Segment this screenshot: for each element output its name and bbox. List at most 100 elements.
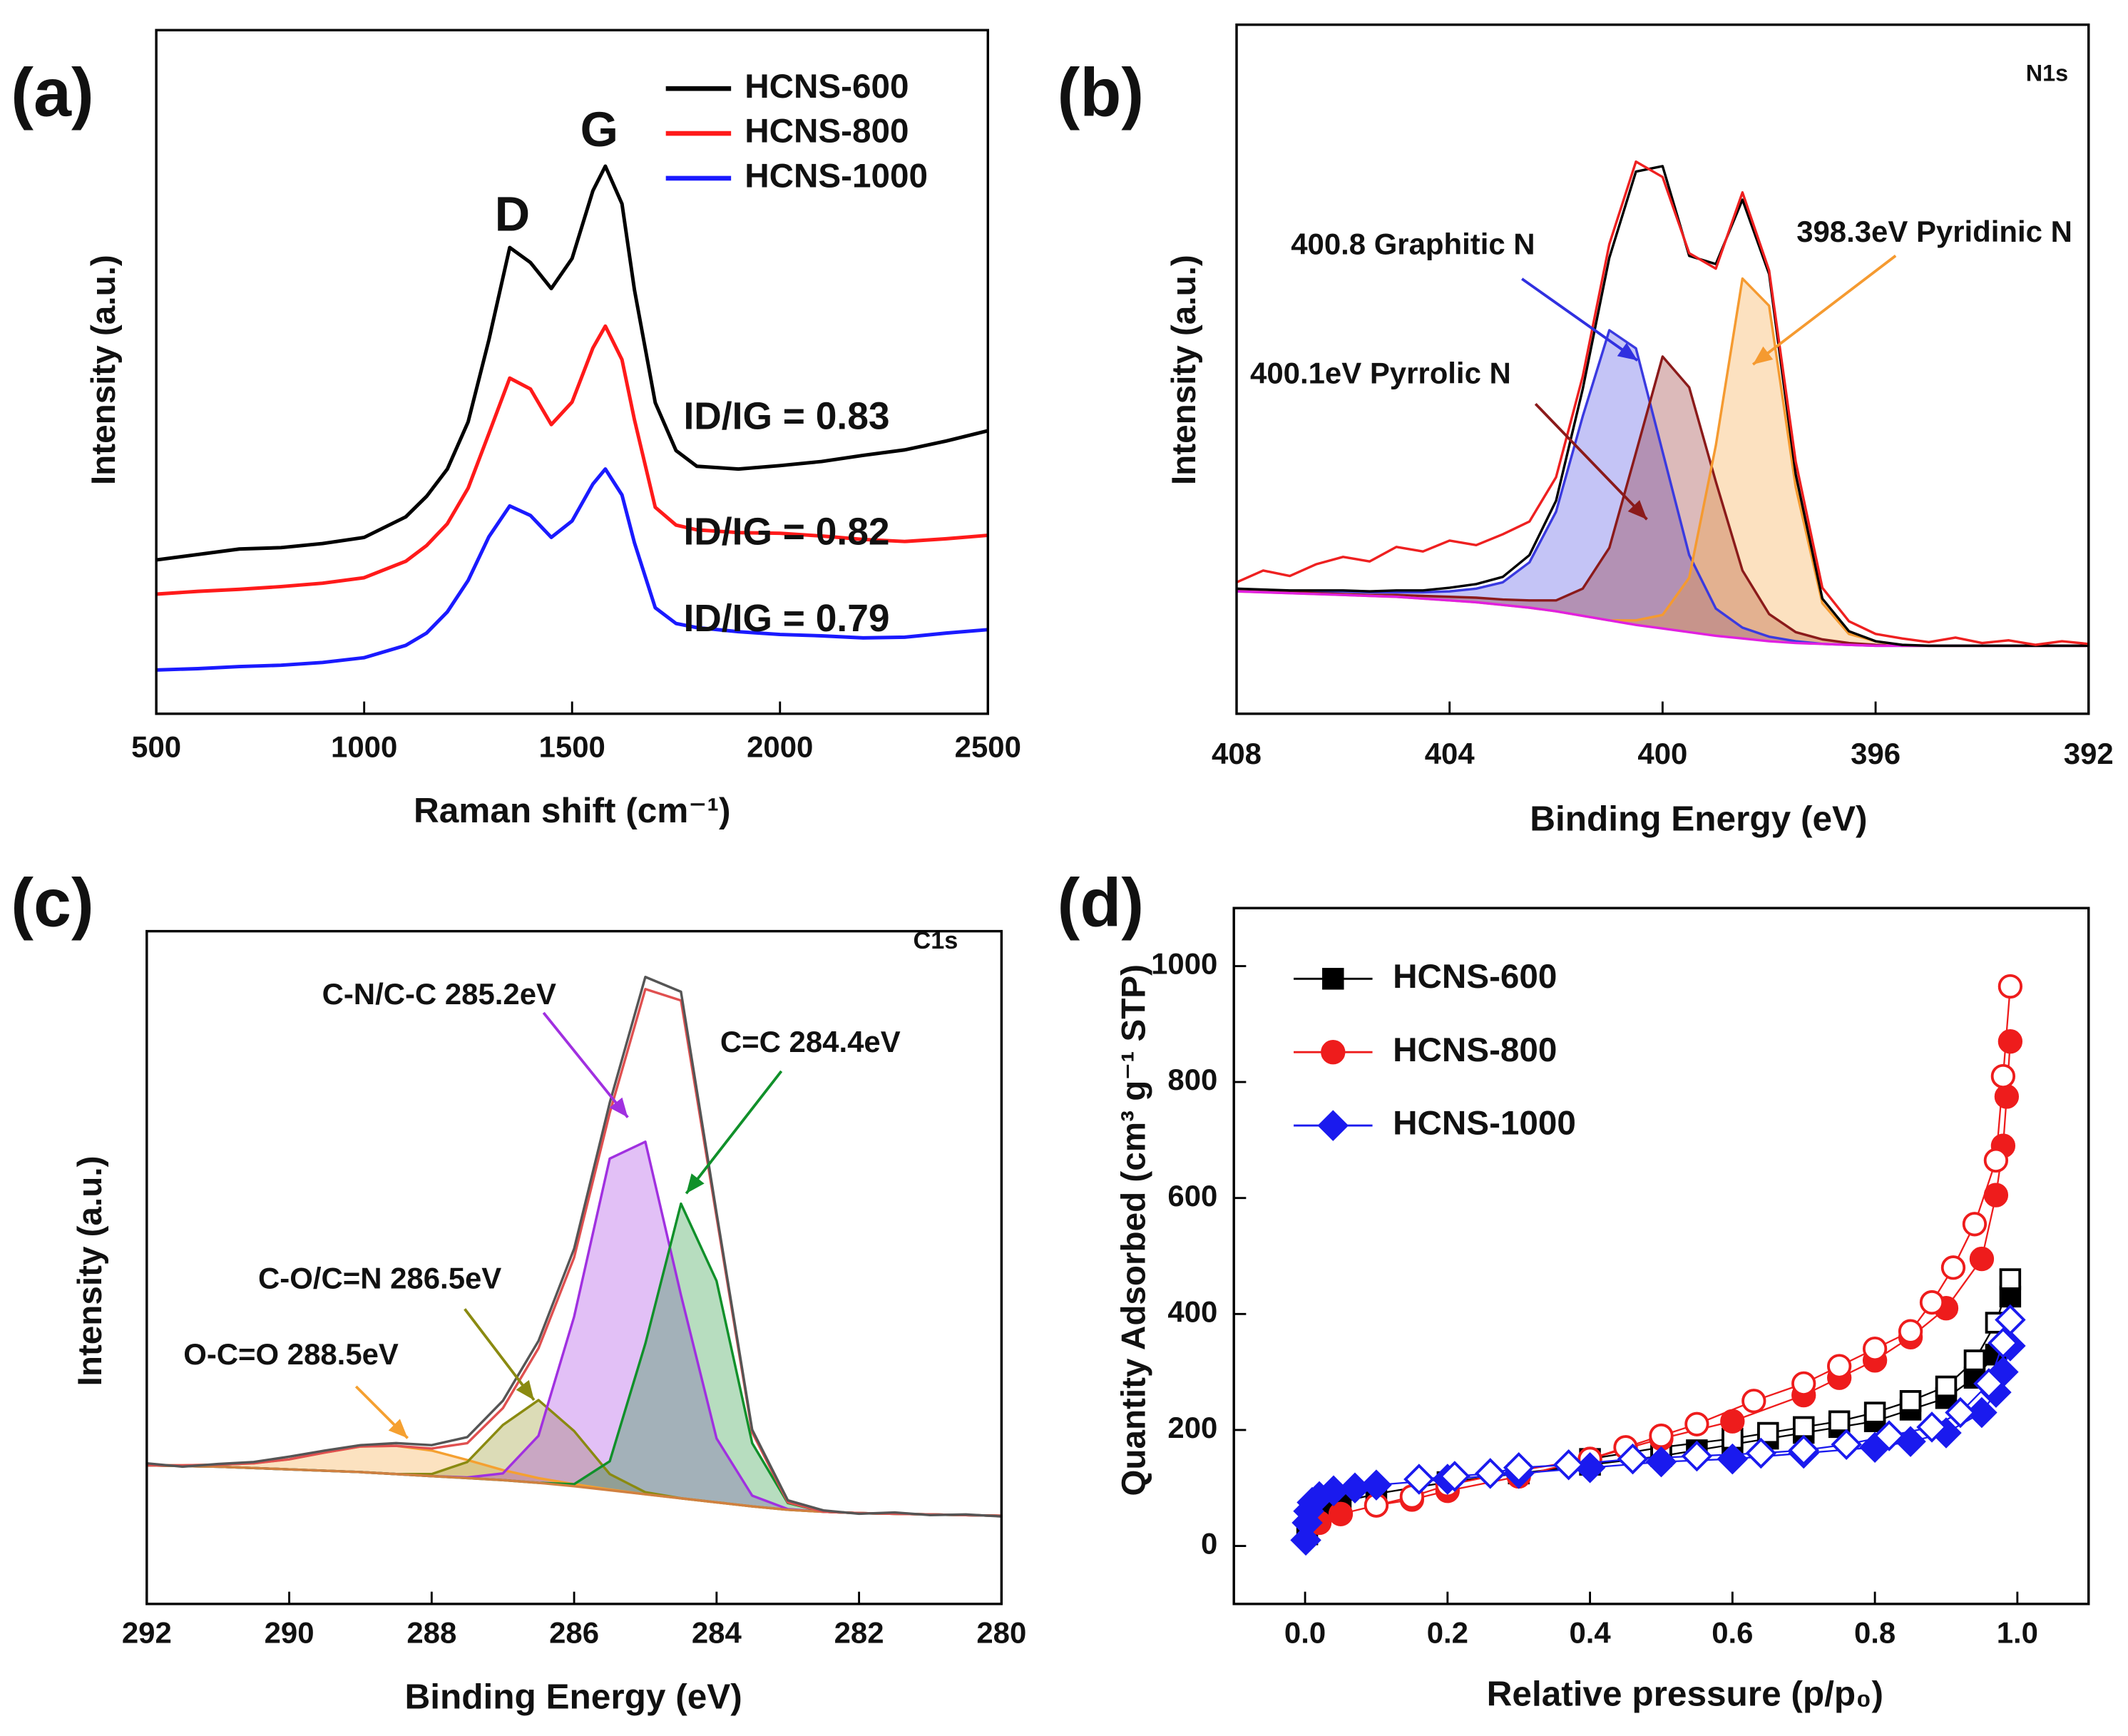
marker-circle <box>1328 1501 1354 1526</box>
peak-area <box>146 1400 1002 1517</box>
annotation: C-O/C=N 286.5eV <box>258 1261 501 1295</box>
marker-diamond <box>1945 1397 1976 1429</box>
marker-diamond <box>1475 1458 1506 1489</box>
marker-diamond <box>1788 1434 1819 1466</box>
annotation: N1s <box>2026 61 2068 86</box>
peak-area <box>146 1141 1002 1517</box>
peak-area <box>1236 356 2089 646</box>
marker-circle <box>1962 1212 1988 1237</box>
x-tick-label: 282 <box>834 1616 884 1650</box>
annotation: 398.3eV Pyridinic N <box>1796 215 2072 248</box>
x-tick-label: 0.0 <box>1284 1616 1326 1650</box>
legend-label: HCNS-1000 <box>1393 1105 1576 1143</box>
marker-circle <box>1791 1371 1816 1397</box>
y-tick-label: 0 <box>1201 1527 1217 1561</box>
panel-label: (c) <box>11 865 93 941</box>
annotation: C-N/C-C 285.2eV <box>322 977 556 1011</box>
series-line <box>156 467 988 672</box>
arrow-head <box>516 1379 534 1400</box>
marker-square <box>1322 968 1344 990</box>
marker-diamond <box>1317 1110 1349 1141</box>
marker-circle <box>1720 1409 1745 1434</box>
marker-square <box>1828 1410 1851 1432</box>
annotation: G <box>580 102 618 157</box>
series-line <box>1236 160 2089 646</box>
y-axis-title: Quantity Adsorbed (cm³ g⁻¹ STP) <box>1115 964 1153 1496</box>
x-axis-title: Relative pressure (p/p₀) <box>1487 1674 1883 1713</box>
series-line <box>155 164 988 562</box>
plot-frame <box>145 929 1003 1605</box>
x-tick-label: 2000 <box>747 730 813 763</box>
x-tick-label: 280 <box>976 1616 1026 1650</box>
x-tick-label: 0.2 <box>1427 1616 1468 1650</box>
marker-diamond <box>1916 1411 1948 1443</box>
marker-diamond <box>1681 1440 1713 1472</box>
annotation: 400.1eV Pyrrolic N <box>1250 356 1511 389</box>
annotation: O-C=O 288.5eV <box>183 1337 399 1371</box>
x-tick-label: 404 <box>1425 737 1475 770</box>
marker-diamond <box>1361 1469 1392 1501</box>
x-tick-label: 1500 <box>539 730 605 763</box>
annotation-arrow <box>1521 277 1639 362</box>
marker-diamond <box>1552 1449 1585 1481</box>
marker-diamond <box>1995 1304 2026 1336</box>
arrow-head <box>609 1097 628 1118</box>
x-tick-label: 500 <box>131 730 181 763</box>
x-tick-label: 408 <box>1212 737 1262 770</box>
y-tick-label: 600 <box>1167 1179 1217 1212</box>
marker-circle <box>1827 1354 1852 1379</box>
panel-label: (d) <box>1057 865 1144 941</box>
marker-circle <box>1940 1255 1966 1280</box>
plot-frame <box>1232 907 2090 1605</box>
panel-label: (b) <box>1057 56 1144 131</box>
annotation: C1s <box>913 927 958 954</box>
plot-frame <box>155 29 990 715</box>
x-axis-title: Binding Energy (eV) <box>1530 799 1867 838</box>
marker-circle <box>1983 1183 2009 1207</box>
marker-circle <box>1997 1029 2023 1054</box>
arrow-head <box>686 1173 705 1194</box>
annotation: D <box>495 186 531 241</box>
x-tick-label: 392 <box>2064 737 2114 770</box>
x-tick-label: 0.6 <box>1712 1616 1753 1650</box>
peak-area <box>146 1446 1002 1517</box>
series-line <box>1236 165 2089 648</box>
y-axis-title: Intensity (a.u.) <box>1165 255 1203 485</box>
arrow-head <box>1753 346 1774 365</box>
arrow-head <box>1627 500 1647 520</box>
x-tick-label: 0.4 <box>1569 1616 1611 1650</box>
marker-square <box>1863 1401 1886 1424</box>
x-tick-label: 284 <box>692 1616 742 1650</box>
annotation-arrow <box>542 1011 629 1118</box>
marker-diamond <box>1988 1327 2019 1359</box>
y-tick-label: 200 <box>1167 1411 1217 1444</box>
x-tick-label: 286 <box>549 1616 599 1650</box>
marker-diamond <box>1745 1437 1777 1469</box>
marker-diamond <box>1439 1461 1470 1492</box>
marker-circle <box>1983 1148 2009 1173</box>
marker-circle <box>1994 1084 2020 1109</box>
panel-label: (a) <box>11 56 93 131</box>
arrow-head <box>388 1419 408 1439</box>
marker-circle <box>1919 1290 1945 1315</box>
y-tick-label: 1000 <box>1151 947 1217 981</box>
legend-label: HCNS-600 <box>745 68 909 106</box>
marker-diamond <box>1290 1524 1321 1556</box>
x-tick-label: 396 <box>1851 737 1901 770</box>
marker-diamond <box>1973 1368 2005 1399</box>
marker-square <box>1935 1375 1958 1398</box>
annotation-arrow <box>464 1308 536 1401</box>
marker-circle <box>1997 974 2023 999</box>
legend-label: HCNS-600 <box>1393 958 1557 996</box>
x-tick-label: 292 <box>122 1616 172 1650</box>
plot-frame <box>1235 23 2090 715</box>
arrow-head <box>1617 342 1638 361</box>
marker-circle <box>1969 1246 1995 1272</box>
x-tick-label: 288 <box>406 1616 456 1650</box>
x-tick-label: 400 <box>1637 737 1687 770</box>
marker-diamond <box>1966 1397 1997 1429</box>
marker-diamond <box>1831 1429 1862 1460</box>
x-tick-label: 0.8 <box>1854 1616 1896 1650</box>
x-axis-title: Binding Energy (eV) <box>404 1677 742 1716</box>
marker-circle <box>1862 1336 1888 1362</box>
